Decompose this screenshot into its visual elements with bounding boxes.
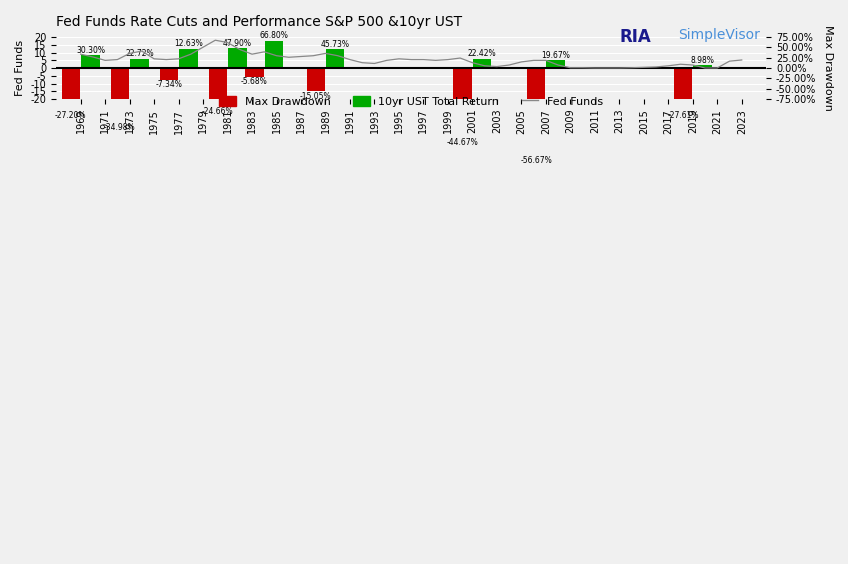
Text: 22.72%: 22.72% (126, 49, 153, 58)
Text: -34.98%: -34.98% (104, 123, 136, 132)
Text: -24.66%: -24.66% (202, 107, 233, 116)
Bar (228, 48, 247, 68)
Bar (694, 65, 711, 68)
Bar (326, 49, 344, 68)
Text: SimpleVisor: SimpleVisor (678, 28, 761, 42)
Text: 8.98%: 8.98% (690, 56, 715, 65)
Text: RIA: RIA (619, 28, 650, 46)
Text: -7.34%: -7.34% (155, 80, 182, 89)
Bar (265, 41, 283, 68)
Bar (527, 68, 545, 156)
Text: 30.30%: 30.30% (76, 46, 105, 55)
Y-axis label: Max Drawdown: Max Drawdown (823, 25, 833, 111)
Bar (209, 68, 227, 107)
Text: 47.90%: 47.90% (223, 39, 252, 47)
Bar (81, 55, 99, 68)
Bar (674, 68, 692, 111)
Bar (110, 68, 129, 122)
Text: 45.73%: 45.73% (321, 39, 349, 49)
Text: -15.05%: -15.05% (300, 92, 332, 101)
Bar (454, 68, 471, 138)
Text: 19.67%: 19.67% (541, 51, 570, 60)
Bar (473, 59, 491, 68)
Text: 22.42%: 22.42% (468, 49, 497, 58)
Bar (306, 68, 325, 91)
Text: -27.61%: -27.61% (667, 112, 699, 120)
Bar (62, 68, 80, 111)
Text: -27.20%: -27.20% (55, 111, 86, 120)
Text: 12.63%: 12.63% (174, 39, 203, 49)
Bar (159, 68, 178, 80)
Y-axis label: Fed Funds: Fed Funds (15, 40, 25, 96)
Bar (131, 59, 148, 68)
Legend: Max Drawdown, 10yr UST Total Return, Fed Funds: Max Drawdown, 10yr UST Total Return, Fed… (215, 91, 608, 111)
Bar (546, 60, 565, 68)
Bar (245, 68, 264, 77)
Text: -56.67%: -56.67% (520, 156, 552, 165)
Text: -44.67%: -44.67% (447, 138, 478, 147)
Bar (179, 49, 198, 68)
Text: -5.68%: -5.68% (241, 77, 268, 86)
Text: Fed Funds Rate Cuts and Performance S&P 500 &10yr UST: Fed Funds Rate Cuts and Performance S&P … (56, 15, 462, 29)
Text: 66.80%: 66.80% (259, 31, 288, 40)
